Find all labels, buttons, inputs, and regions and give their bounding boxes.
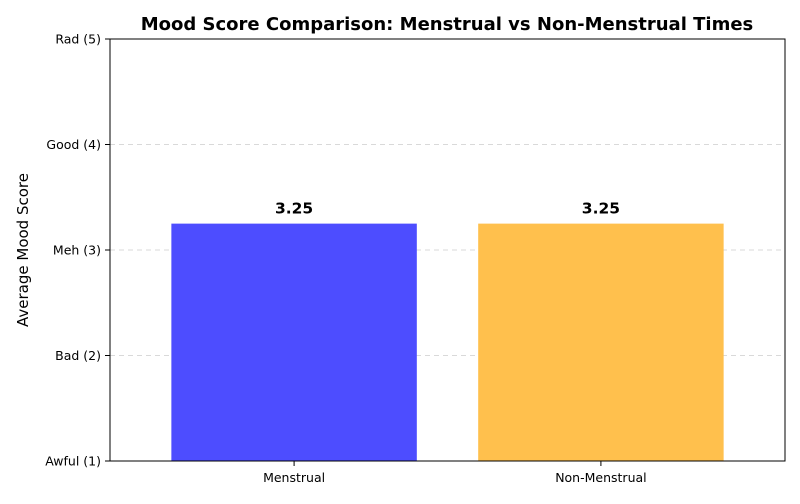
x-tick-label: Non-Menstrual: [555, 470, 646, 485]
data-labels: 3.25 3.25: [275, 200, 620, 218]
y-tick-label: Meh (3): [53, 243, 101, 258]
data-label: 3.25: [275, 200, 313, 218]
chart-title: Mood Score Comparison: Menstrual vs Non-…: [141, 14, 754, 35]
y-tick-label: Awful (1): [45, 454, 101, 469]
bar-non-menstrual: [478, 223, 724, 461]
bar-menstrual: [171, 223, 417, 461]
y-axis-label: Average Mood Score: [14, 173, 32, 327]
x-tick-label: Menstrual: [263, 470, 325, 485]
y-axis-ticks: Awful (1) Bad (2) Meh (3) Good (4) Rad (5): [45, 32, 110, 469]
data-label: 3.25: [582, 200, 620, 218]
y-tick-label: Bad (2): [55, 348, 101, 363]
y-tick-label: Rad (5): [55, 32, 101, 47]
x-axis-ticks: Menstrual Non-Menstrual: [263, 461, 647, 485]
bars: [171, 223, 724, 461]
y-tick-label: Good (4): [46, 137, 101, 152]
